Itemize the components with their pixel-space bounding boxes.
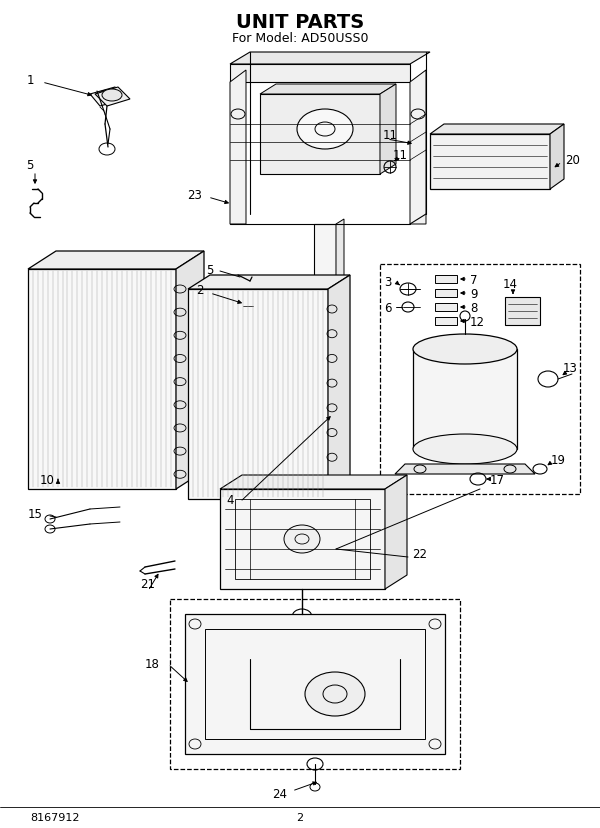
Text: 1: 1: [26, 74, 34, 86]
Bar: [380, 265, 580, 494]
Polygon shape: [230, 65, 410, 83]
Polygon shape: [90, 88, 125, 107]
Polygon shape: [188, 290, 328, 499]
Text: 9: 9: [470, 287, 478, 300]
Bar: [505, 297, 540, 325]
Ellipse shape: [460, 311, 470, 321]
Polygon shape: [230, 71, 246, 224]
Text: 21: 21: [140, 578, 155, 591]
Text: 14: 14: [503, 277, 517, 290]
Text: 24: 24: [272, 787, 287, 801]
Text: 18: 18: [145, 657, 160, 671]
Polygon shape: [395, 465, 535, 474]
Polygon shape: [328, 276, 350, 499]
Bar: [435, 276, 457, 284]
Bar: [435, 304, 457, 311]
Ellipse shape: [305, 672, 365, 716]
Text: 22: 22: [413, 548, 427, 561]
Ellipse shape: [102, 90, 122, 102]
Polygon shape: [95, 88, 130, 107]
Polygon shape: [410, 71, 426, 224]
Ellipse shape: [297, 110, 353, 150]
Polygon shape: [380, 85, 396, 175]
Text: 6: 6: [384, 301, 392, 314]
Bar: [435, 318, 457, 325]
Text: 20: 20: [565, 153, 580, 166]
Text: 23: 23: [188, 188, 202, 201]
Bar: [314, 224, 336, 570]
Text: 5: 5: [26, 158, 34, 171]
Polygon shape: [413, 349, 517, 450]
Text: 8: 8: [470, 301, 478, 314]
Text: 11: 11: [392, 148, 407, 161]
Ellipse shape: [310, 783, 320, 791]
Text: 12: 12: [470, 315, 485, 328]
Text: 4: 4: [226, 493, 234, 506]
Text: 13: 13: [563, 361, 577, 374]
Polygon shape: [260, 95, 380, 175]
Polygon shape: [550, 125, 564, 190]
Polygon shape: [230, 53, 430, 65]
Ellipse shape: [284, 525, 320, 553]
Polygon shape: [385, 475, 407, 590]
Polygon shape: [430, 125, 564, 135]
Polygon shape: [176, 252, 204, 489]
Bar: [235, 499, 370, 580]
Polygon shape: [28, 270, 176, 489]
Bar: [430, 135, 550, 190]
Bar: [205, 629, 425, 739]
Polygon shape: [28, 252, 204, 270]
Text: 8167912: 8167912: [30, 812, 79, 822]
Ellipse shape: [413, 435, 517, 465]
Text: 15: 15: [28, 508, 43, 521]
Text: 11: 11: [383, 128, 398, 142]
Ellipse shape: [413, 335, 517, 364]
Polygon shape: [220, 475, 407, 489]
Text: 19: 19: [551, 453, 566, 466]
Text: UNIT PARTS: UNIT PARTS: [236, 12, 364, 31]
Text: 5: 5: [206, 263, 214, 277]
Text: 17: 17: [490, 473, 505, 486]
Polygon shape: [220, 489, 385, 590]
Text: 2: 2: [296, 812, 304, 822]
Polygon shape: [336, 219, 344, 570]
Text: 3: 3: [385, 275, 392, 288]
Bar: [170, 599, 460, 769]
Text: 7: 7: [470, 273, 478, 286]
Bar: [435, 290, 457, 297]
Text: For Model: AD50USS0: For Model: AD50USS0: [232, 31, 368, 45]
Text: 10: 10: [40, 473, 55, 486]
Polygon shape: [260, 85, 396, 95]
Text: 2: 2: [196, 283, 204, 296]
Polygon shape: [188, 276, 350, 290]
Polygon shape: [185, 614, 445, 754]
